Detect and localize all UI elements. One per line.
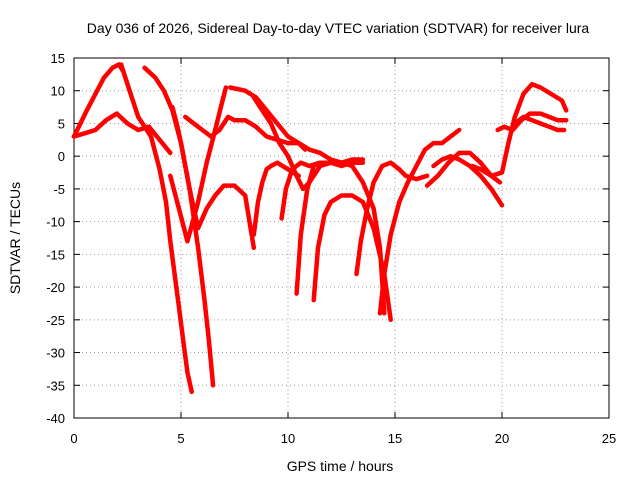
y-tick-label: -30 (46, 346, 65, 361)
series-arc-15 (377, 127, 462, 316)
y-tick-label: 15 (51, 51, 65, 66)
y-axis-label: SDTVAR / TECUs (7, 182, 23, 294)
series-arc-14 (354, 160, 430, 277)
x-tick-label: 20 (495, 431, 509, 446)
y-tick-label: 0 (58, 149, 65, 164)
y-tick-label: -40 (46, 411, 65, 426)
x-tick-label: 25 (602, 431, 616, 446)
series-arc-8 (227, 85, 344, 165)
x-tick-label: 10 (281, 431, 295, 446)
series-arc-16 (424, 150, 503, 188)
grid (74, 58, 609, 418)
series-arc-7 (183, 114, 308, 152)
y-tick-label: 5 (58, 116, 65, 131)
chart-title: Day 036 of 2026, Sidereal Day-to-day VTE… (87, 20, 590, 36)
x-axis-label: GPS time / hours (287, 458, 394, 474)
data-series (71, 62, 569, 395)
series-arc-11 (279, 160, 366, 221)
series-arc-20 (512, 114, 567, 133)
series-arc-17 (431, 153, 505, 208)
y-tick-label: 10 (51, 84, 65, 99)
series-arc-4 (142, 65, 216, 388)
series-arc-19 (495, 111, 569, 133)
y-tick-label: -10 (46, 215, 65, 230)
plot-frame (73, 57, 610, 419)
x-tick-label: 15 (388, 431, 402, 446)
series-arc-9 (251, 160, 301, 237)
x-tick-label: 5 (177, 431, 184, 446)
series-arc-2 (71, 111, 173, 156)
series-arc-5 (170, 104, 257, 251)
series-arc-1 (71, 62, 126, 139)
x-tick-label: 0 (70, 431, 77, 446)
series-arc-12 (294, 157, 366, 296)
series-arc-6 (168, 85, 229, 244)
axis-ticks: 0 5 10 15 20 25 -40 -35 -30 -25 -20 -15 -10 -5 0 5 10 15 (46, 51, 616, 446)
series-arc-3 (118, 62, 194, 395)
y-tick-label: -35 (46, 378, 65, 393)
series-arc-13 (311, 193, 393, 323)
series-arc-18 (469, 81, 569, 179)
y-tick-label: -15 (46, 247, 65, 262)
y-tick-label: -20 (46, 280, 65, 295)
y-tick-label: -5 (53, 182, 65, 197)
y-tick-label: -25 (46, 313, 65, 328)
